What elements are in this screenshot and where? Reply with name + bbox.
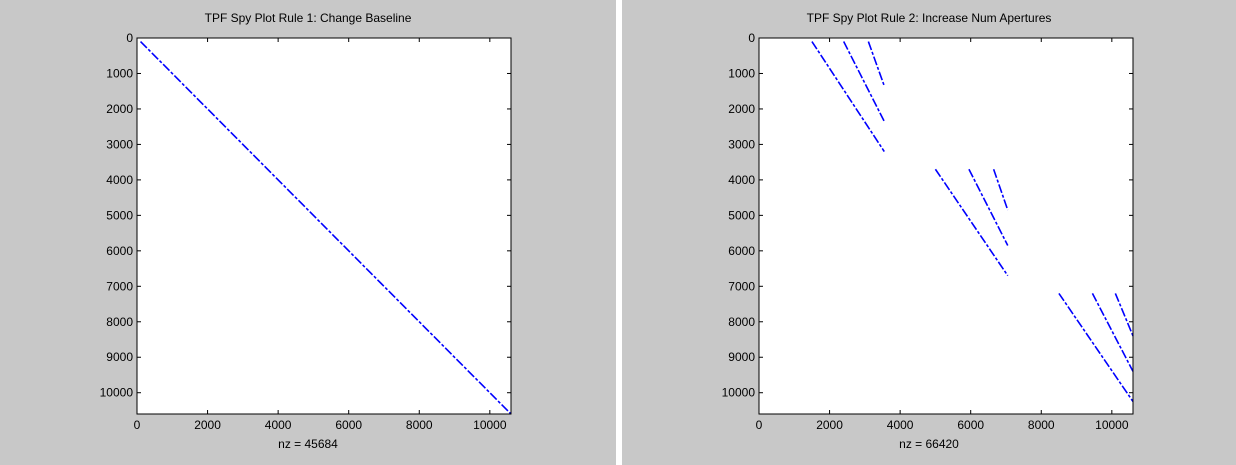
x-tick-label: 6000: [957, 418, 984, 432]
y-tick-label: 1000: [106, 66, 133, 80]
spy-plot-panel-left: TPF Spy Plot Rule 1: Change Baseline 0 20…: [0, 0, 616, 465]
y-tick-label: 9000: [728, 350, 755, 364]
x-tick-label: 2000: [194, 418, 221, 432]
y-tick-label: 8000: [106, 315, 133, 329]
x-tick-label: 8000: [406, 418, 433, 432]
y-tick-label: 8000: [728, 315, 755, 329]
x-tick-label: 4000: [887, 418, 914, 432]
nonzero-band: [934, 168, 1009, 277]
spy-plot-panel-right: TPF Spy Plot Rule 2: Increase Num Apertu…: [622, 0, 1236, 465]
x-tick-label: 8000: [1028, 418, 1055, 432]
nonzero-band: [968, 168, 1009, 246]
x-tick-label: 0: [756, 418, 763, 432]
x-tick-label: 10000: [473, 418, 507, 432]
y-tick-label: 10000: [722, 386, 756, 400]
x-tick-label: 2000: [816, 418, 843, 432]
y-tick-label: 0: [126, 31, 133, 45]
y-tick-label: 9000: [106, 350, 133, 364]
nonzero-band: [1058, 292, 1134, 403]
y-tick-label: 7000: [728, 279, 755, 293]
nonzero-band: [842, 41, 885, 122]
y-tick-label: 4000: [728, 173, 755, 187]
y-tick-label: 0: [748, 31, 755, 45]
x-tick-label: 10000: [1095, 418, 1129, 432]
spy-plot-left: 0 2000 4000 6000 8000 10000 0 1000 2000 3000 4000 5…: [100, 31, 512, 432]
axes-box: [136, 37, 512, 415]
y-tick-label: 4000: [106, 173, 133, 187]
y-tick-label: 6000: [728, 244, 755, 258]
y-tick-label: 2000: [728, 102, 755, 116]
y-tick-label: 3000: [106, 137, 133, 151]
y-tick-label: 1000: [728, 66, 755, 80]
x-tick-label: 6000: [335, 418, 362, 432]
nonzero-band: [811, 41, 885, 152]
nonzero-band: [992, 168, 1009, 211]
x-tick-label: 4000: [265, 418, 292, 432]
x-axis-label: nz = 66420: [899, 437, 959, 451]
y-tick-label: 3000: [728, 137, 755, 151]
y-tick-label: 2000: [106, 102, 133, 116]
nonzero-band: [139, 40, 512, 415]
y-tick-label: 10000: [100, 386, 134, 400]
y-tick-label: 7000: [106, 279, 133, 293]
chart-title: TPF Spy Plot Rule 1: Change Baseline: [204, 11, 412, 25]
nonzero-band: [1091, 293, 1134, 372]
y-tick-label: 5000: [728, 208, 755, 222]
nonzero-band: [867, 41, 886, 87]
y-tick-label: 6000: [106, 244, 133, 258]
x-tick-label: 0: [134, 418, 141, 432]
spy-plot-right: 0 2000 4000 6000 8000 10000 0 1000 2000 3000 4000 5…: [722, 31, 1134, 432]
nonzero-band: [1114, 293, 1134, 337]
y-tick-label: 5000: [106, 208, 133, 222]
chart-title: TPF Spy Plot Rule 2: Increase Num Apertu…: [806, 11, 1052, 25]
plot-area: [759, 38, 1133, 414]
axes-box: [758, 37, 1134, 415]
x-axis-label: nz = 45684: [278, 437, 338, 451]
